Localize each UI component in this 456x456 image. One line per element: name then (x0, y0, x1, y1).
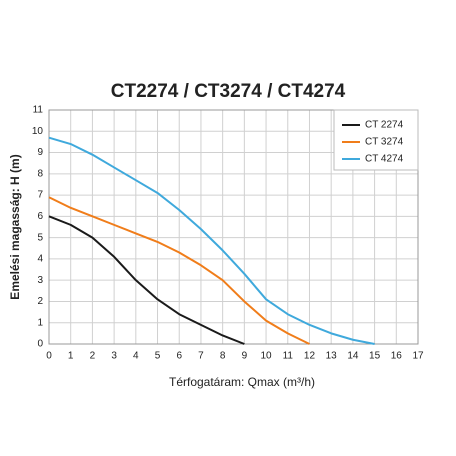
x-tick-label: 3 (111, 351, 117, 362)
legend-label: CT 4274 (365, 154, 404, 165)
x-tick-label: 9 (242, 351, 248, 362)
series-line (48, 215, 245, 345)
y-tick-label: 0 (37, 339, 43, 350)
y-axis-label: Emelési magasság: H (m) (8, 154, 22, 299)
x-tick-label: 7 (198, 351, 204, 362)
x-tick-label: 11 (283, 351, 294, 362)
x-axis-label: Térfogatáram: Qmax (m³/h) (169, 375, 315, 389)
x-tick-label: 8 (220, 351, 226, 362)
y-tick-label: 1 (37, 317, 43, 328)
x-tick-label: 16 (391, 351, 403, 362)
plot-border (48, 109, 419, 345)
chart-title: CT2274 / CT3274 / CT4274 (111, 81, 346, 102)
legend-label: CT 3274 (365, 137, 404, 148)
legend-label: CT 2274 (365, 120, 404, 131)
y-tick-label: 4 (37, 254, 43, 265)
x-tick-label: 5 (155, 351, 161, 362)
y-tick-label: 7 (37, 190, 43, 201)
y-tick-label: 3 (37, 275, 43, 286)
y-tick-label: 10 (32, 126, 44, 137)
x-tick-label: 2 (90, 351, 96, 362)
x-tick-label: 14 (347, 351, 359, 362)
x-tick-label: 4 (133, 351, 139, 362)
x-tick-label: 6 (176, 351, 182, 362)
x-tick-label: 15 (369, 351, 381, 362)
x-tick-label: 10 (260, 351, 272, 362)
legend-box (333, 109, 419, 171)
y-tick-label: 9 (37, 147, 43, 158)
y-tick-label: 11 (33, 105, 44, 116)
x-tick-label: 12 (304, 351, 316, 362)
series-line (48, 196, 310, 345)
y-tick-label: 8 (37, 168, 43, 179)
y-tick-label: 5 (37, 232, 43, 243)
y-tick-label: 6 (37, 211, 43, 222)
y-tick-label: 2 (37, 296, 43, 307)
x-tick-label: 1 (68, 351, 74, 362)
series-line (48, 136, 375, 345)
x-tick-label: 0 (46, 351, 52, 362)
x-tick-label: 17 (412, 351, 424, 362)
x-tick-label: 13 (326, 351, 338, 362)
